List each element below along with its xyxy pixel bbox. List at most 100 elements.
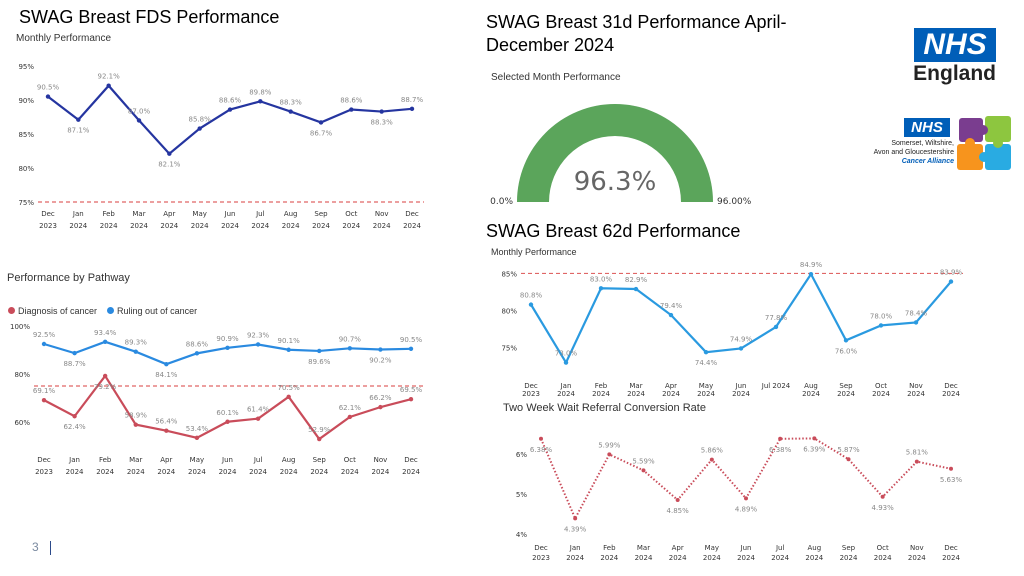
twr-data-label: 5.87% [837, 446, 860, 454]
twr-xtick-year: 2024 [840, 554, 858, 562]
d62-data-label: 79.4% [660, 302, 683, 310]
fds-chart-title: Monthly Performance [16, 33, 112, 44]
legend-diagnosis: Diagnosis of cancer [8, 306, 97, 316]
pathway-data-label: 60.1% [216, 409, 239, 417]
pathway-xtick-year: 2024 [341, 468, 359, 476]
fds-xtick-year: 2024 [100, 222, 118, 230]
pathway-data-label: 84.1% [155, 371, 178, 379]
twr-data-label: 4.85% [667, 507, 690, 515]
62d-chart: 75%80%85%Dec2023Jan2024Feb2024Mar2024Apr… [501, 261, 963, 398]
pathway-point [408, 346, 414, 351]
twr-data-label: 4.93% [872, 504, 895, 512]
fds-data-label: 82.1% [158, 161, 181, 169]
fds-data-label: 85.8% [189, 116, 212, 124]
pathway-xtick-year: 2023 [35, 468, 53, 476]
twr-xtick-year: 2024 [874, 554, 892, 562]
fds-xtick-year: 2024 [403, 222, 421, 230]
d62-point [668, 312, 674, 318]
fds-heading: SWAG Breast FDS Performance [19, 7, 280, 27]
d62-xtick-month: Aug [804, 382, 818, 390]
fds-ytick: 85% [18, 131, 34, 139]
fds-xtick-month: Nov [375, 210, 389, 218]
d62-xtick-year: 2024 [627, 390, 645, 398]
pathway-data-label: 90.5% [400, 336, 423, 344]
d62-ytick: 85% [501, 270, 517, 278]
fds-xtick-year: 2024 [69, 222, 87, 230]
pathway-data-label: 88.7% [63, 360, 86, 368]
twr-point [744, 496, 748, 501]
pathway-ytick: 60% [14, 419, 30, 427]
pathway-xtick-year: 2024 [96, 468, 114, 476]
gauge-fill [517, 104, 713, 202]
d62-point [738, 346, 744, 351]
pathway-data-label: 92.5% [33, 331, 56, 339]
pathway-data-label: 90.9% [216, 335, 239, 343]
twr-point [949, 466, 953, 471]
d62-data-label: 76.0% [835, 347, 858, 355]
pathway-data-label: 52.9% [308, 426, 331, 434]
pathway-xtick-month: Jun [221, 456, 233, 464]
fds-point [106, 83, 111, 88]
page-number: 3 [32, 540, 39, 554]
d62-point [703, 349, 709, 355]
twr-ytick: 4% [516, 531, 527, 539]
puzzle-piece-orange [957, 144, 983, 170]
twr-xtick-month: Mar [637, 544, 650, 552]
d62-ytick: 75% [501, 345, 517, 353]
pathway-legend: Diagnosis of cancer Ruling out of cancer [8, 306, 197, 316]
pathway-data-label: 62.4% [63, 423, 86, 431]
twr-data-label: 6.39% [803, 445, 826, 453]
pathway-data-label: 66.2% [369, 394, 392, 402]
d62-point [913, 320, 919, 325]
pathway-data-label: 79.2% [94, 383, 117, 391]
fds-data-label: 88.6% [219, 97, 242, 105]
fds-xtick-month: Jul [255, 210, 265, 218]
twr-xtick-year: 2024 [703, 554, 721, 562]
twr-xtick-month: Aug [807, 544, 821, 552]
pathway-xtick-year: 2024 [157, 468, 175, 476]
pathway-data-label: 69.1% [33, 387, 56, 395]
pathway-point [408, 397, 414, 402]
fds-xtick-month: Dec [405, 210, 419, 218]
pathway-point [41, 397, 47, 403]
fds-xtick-year: 2024 [282, 222, 300, 230]
d62-xtick-year: 2024 [872, 390, 890, 398]
cancer-alliance-logo: NHS Somerset, Wiltshire, Avon and Glouce… [846, 116, 1018, 176]
d62-point [633, 286, 639, 292]
pathway-xtick-year: 2024 [249, 468, 267, 476]
fds-point [349, 107, 354, 112]
d62-xtick-year: 2023 [522, 390, 540, 398]
62d-heading: SWAG Breast 62d Performance [486, 221, 741, 241]
fds-xtick-year: 2023 [39, 222, 57, 230]
d62-point [843, 338, 849, 343]
fds-data-label: 88.7% [401, 96, 424, 104]
d62-data-label: 83.0% [590, 275, 613, 283]
legend-ruling-out: Ruling out of cancer [107, 306, 197, 316]
d62-point [948, 279, 954, 284]
fds-point [227, 107, 233, 112]
twr-xtick-month: Feb [603, 544, 616, 552]
twr-data-label: 5.99% [598, 441, 621, 449]
d62-xtick-month: Oct [875, 382, 887, 390]
d62-xtick-month: Jun [735, 382, 747, 390]
pathway-data-label: 58.9% [125, 412, 148, 420]
fds-ytick: 80% [18, 165, 34, 173]
twr-data-label: 6.38% [769, 446, 792, 454]
pathway-data-label: 69.5% [400, 386, 423, 394]
fds-ytick: 95% [18, 63, 34, 71]
twr-point [573, 516, 578, 521]
twr-data-label: 4.39% [564, 525, 587, 533]
alliance-line-2: Avon and Gloucestershire [873, 149, 954, 156]
pathway-data-label: 92.3% [247, 331, 270, 339]
pathway-point [225, 345, 230, 351]
pathway-data-label: 88.6% [186, 340, 209, 348]
pathway-point [133, 349, 138, 354]
fds-data-label: 92.1% [98, 73, 121, 81]
d62-xtick-month: Feb [595, 382, 608, 390]
fds-xtick-month: Aug [284, 210, 298, 218]
twr-xtick-month: Sep [842, 544, 856, 552]
pathway-data-label: 90.7% [339, 335, 362, 343]
d62-xtick-year: 2024 [662, 390, 680, 398]
d62-xtick-month: Jan [560, 382, 572, 390]
fds-xtick-month: Feb [102, 210, 115, 218]
